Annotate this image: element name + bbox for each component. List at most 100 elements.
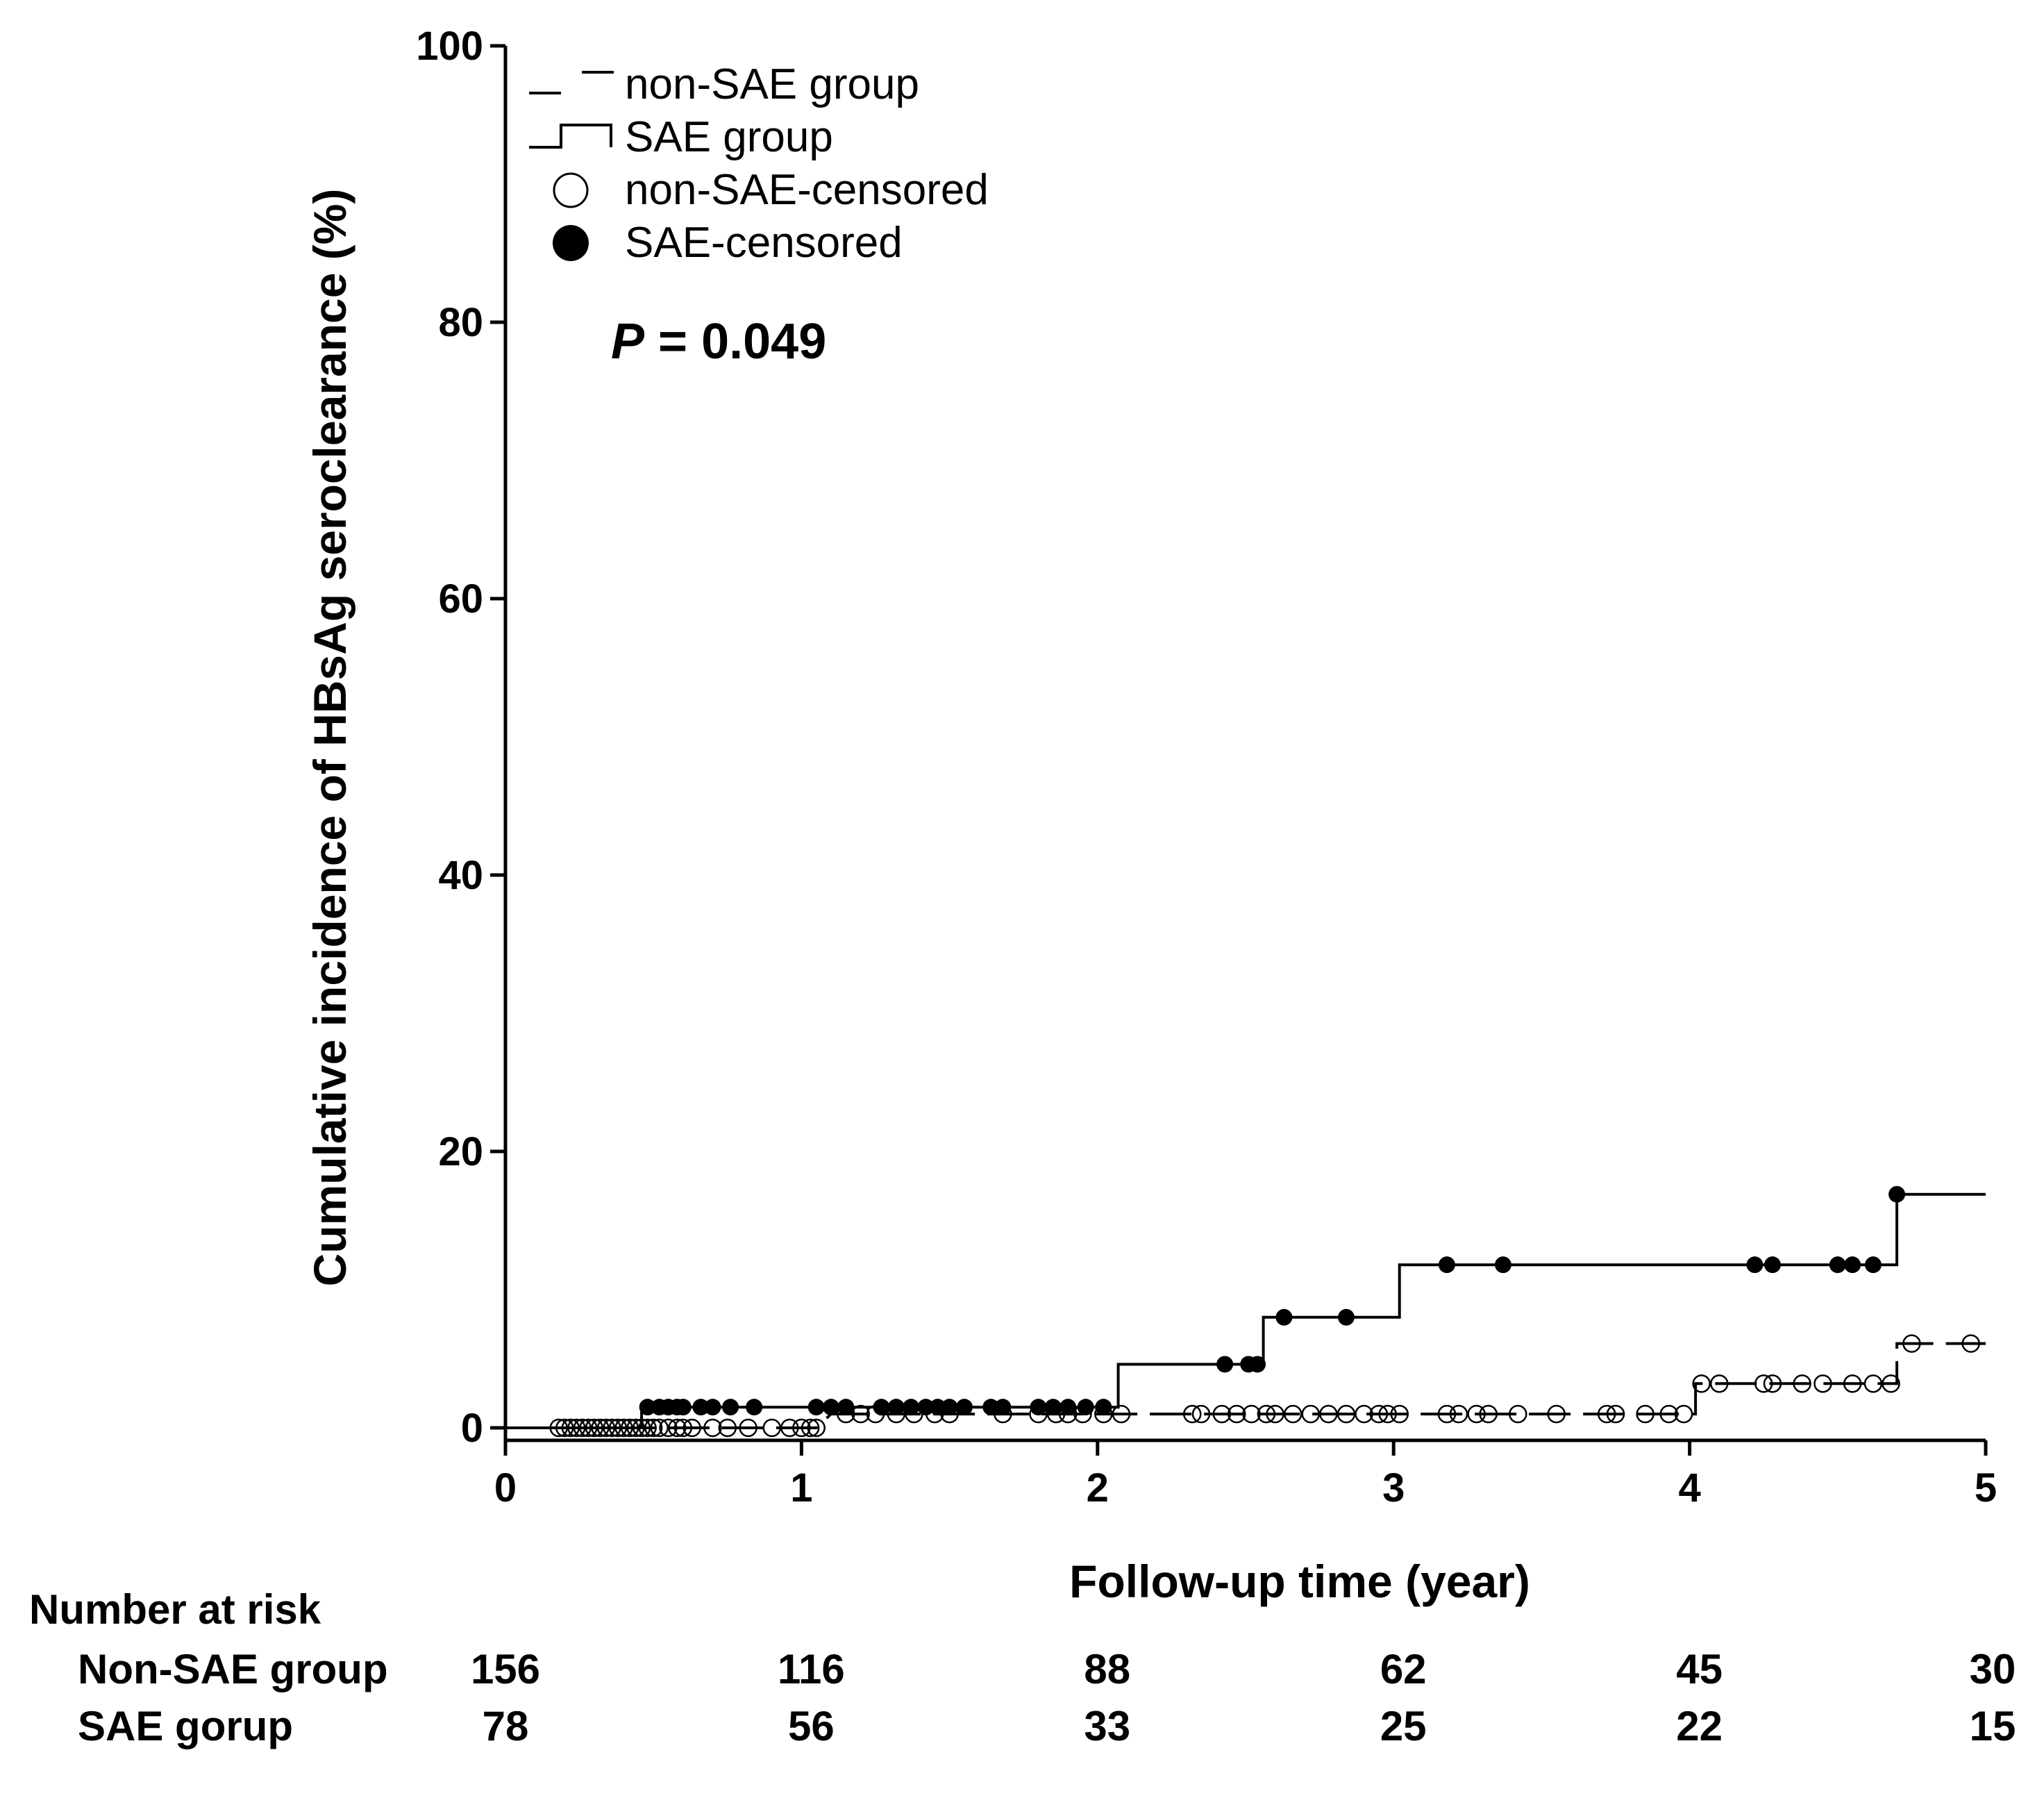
sae-censored-point xyxy=(1764,1256,1781,1274)
risk-value: 56 xyxy=(788,1703,835,1749)
sae-censored-point xyxy=(887,1399,905,1416)
non-sae-censored-point xyxy=(1813,1374,1832,1393)
legend-filled-circle-icon xyxy=(553,225,589,261)
non-sae-group-line xyxy=(505,1342,1986,1429)
legend-solid-step-icon xyxy=(529,124,612,149)
sae-censored-point xyxy=(994,1399,1012,1416)
x-tick-label: 3 xyxy=(1382,1465,1405,1510)
non-sae-censored-point xyxy=(851,1404,870,1424)
sae-censored-point xyxy=(1077,1399,1094,1416)
sae-censored-point xyxy=(722,1399,739,1416)
sae-censored-point xyxy=(929,1399,946,1416)
x-tick-label: 1 xyxy=(790,1465,812,1510)
non-sae-censored-point xyxy=(1242,1404,1261,1424)
y-tick-label: 20 xyxy=(438,1129,483,1174)
non-sae-censored-point xyxy=(659,1418,678,1438)
non-sae-censored-point xyxy=(1793,1374,1811,1393)
risk-value: 30 xyxy=(1970,1646,2016,1692)
non-sae-censored-point xyxy=(1390,1404,1409,1424)
sae-censored-point xyxy=(807,1399,825,1416)
sae-censored-point xyxy=(674,1399,692,1416)
sae-censored-point xyxy=(903,1399,920,1416)
sae-censored-point xyxy=(955,1399,973,1416)
non-sae-censored-point xyxy=(1692,1374,1711,1393)
non-sae-censored-point xyxy=(1378,1404,1397,1424)
y-axis-title: Cumulative incidence of HBsAg serocleara… xyxy=(304,189,355,1287)
non-sae-censored-point xyxy=(739,1418,757,1438)
risk-value: 33 xyxy=(1084,1703,1130,1749)
non-sae-censored-point xyxy=(780,1418,799,1438)
non-sae-censored-point xyxy=(1227,1404,1246,1424)
sae-censored-point xyxy=(1746,1256,1764,1274)
y-tick-label: 0 xyxy=(461,1406,483,1451)
non-sae-censored-point xyxy=(801,1418,820,1438)
risk-value: 88 xyxy=(1084,1646,1130,1692)
non-sae-censored-point xyxy=(762,1418,782,1438)
x-tick-label: 5 xyxy=(1975,1465,1997,1510)
non-sae-censored-point xyxy=(1606,1404,1625,1424)
axes: 0 20 40 60 80 100 0 1 2 3 4 5 xyxy=(416,24,1997,1510)
sae-censored-point xyxy=(1888,1185,1906,1203)
risk-value: 22 xyxy=(1676,1703,1723,1749)
risk-value: 45 xyxy=(1676,1646,1723,1692)
non-sae-censored-point xyxy=(1659,1404,1679,1424)
sae-censored-point xyxy=(941,1399,958,1416)
sae-censored-point xyxy=(1864,1256,1882,1274)
y-tick-label: 60 xyxy=(438,576,483,622)
legend-open-circle-icon xyxy=(553,172,589,208)
sae-censored-point xyxy=(837,1399,855,1416)
sae-censored-point xyxy=(917,1399,935,1416)
non-sae-censored-point xyxy=(682,1418,701,1438)
non-sae-censored-point xyxy=(1449,1404,1468,1424)
legend: non-SAE group SAE group non-SAE-censored… xyxy=(529,60,989,267)
x-tick-label: 0 xyxy=(494,1465,517,1510)
non-sae-censored-point xyxy=(807,1418,826,1438)
non-sae-censored-point xyxy=(1437,1404,1457,1424)
sae-censored-point xyxy=(1494,1256,1511,1274)
non-sae-censored-point xyxy=(644,1418,663,1438)
non-sae-censored-point xyxy=(1843,1374,1862,1393)
risk-row-label: SAE gorup xyxy=(78,1703,293,1749)
non-sae-censored-point xyxy=(1547,1404,1566,1424)
legend-label-sae-censored: SAE-censored xyxy=(625,219,903,267)
non-sae-censored-point xyxy=(1509,1404,1527,1424)
non-sae-censored-point xyxy=(650,1418,669,1438)
x-axis-title: Follow-up time (year) xyxy=(1069,1556,1530,1607)
non-sae-censored-point xyxy=(1467,1404,1486,1424)
non-sae-censored-point xyxy=(1882,1374,1900,1393)
non-sae-censored-point xyxy=(1597,1404,1616,1424)
non-sae-censored-point xyxy=(1479,1404,1498,1424)
non-sae-censored-point xyxy=(703,1418,722,1438)
sae-censored-point xyxy=(1030,1399,1047,1416)
legend-label-non-sae-censored: non-SAE-censored xyxy=(625,166,989,214)
p-value: = 0.049 xyxy=(644,314,826,369)
risk-value: 116 xyxy=(778,1646,845,1692)
sae-censored-point xyxy=(1095,1399,1112,1416)
non-sae-censored-point xyxy=(1337,1404,1356,1424)
p-value-annotation: P = 0.049 xyxy=(611,314,826,369)
number-at-risk-table: Number at risk Non-SAE group 156 116 88 62 45… xyxy=(29,1586,2016,1749)
sae-censored-point xyxy=(982,1399,1000,1416)
non-sae-censored-point xyxy=(718,1418,737,1438)
non-sae-censored-point xyxy=(1191,1404,1211,1424)
non-sae-censored-point xyxy=(1212,1404,1232,1424)
risk-row-label: Non-SAE group xyxy=(78,1646,388,1692)
non-sae-censored-point xyxy=(1257,1404,1276,1424)
y-tick-label: 40 xyxy=(438,853,483,898)
non-sae-censored-point xyxy=(668,1418,687,1438)
non-sae-censored-point xyxy=(792,1418,811,1438)
non-sae-censored-point xyxy=(1301,1404,1321,1424)
sae-censored-point xyxy=(1216,1356,1234,1373)
x-ticks: 0 1 2 3 4 5 xyxy=(494,1440,1997,1510)
sae-censored-point xyxy=(823,1399,840,1416)
sae-censored-point xyxy=(704,1399,721,1416)
sae-censored-point xyxy=(1337,1308,1355,1326)
y-tick-label: 100 xyxy=(416,24,483,69)
sae-censored-point xyxy=(692,1399,710,1416)
non-sae-censored-point xyxy=(1863,1374,1883,1393)
legend-label-sae-group: SAE group xyxy=(625,113,833,161)
non-sae-censored-point xyxy=(1636,1404,1655,1424)
risk-rows: Non-SAE group 156 116 88 62 45 30 SAE gorup 78 56… xyxy=(78,1646,2016,1749)
non-sae-censored-point xyxy=(1355,1404,1373,1424)
